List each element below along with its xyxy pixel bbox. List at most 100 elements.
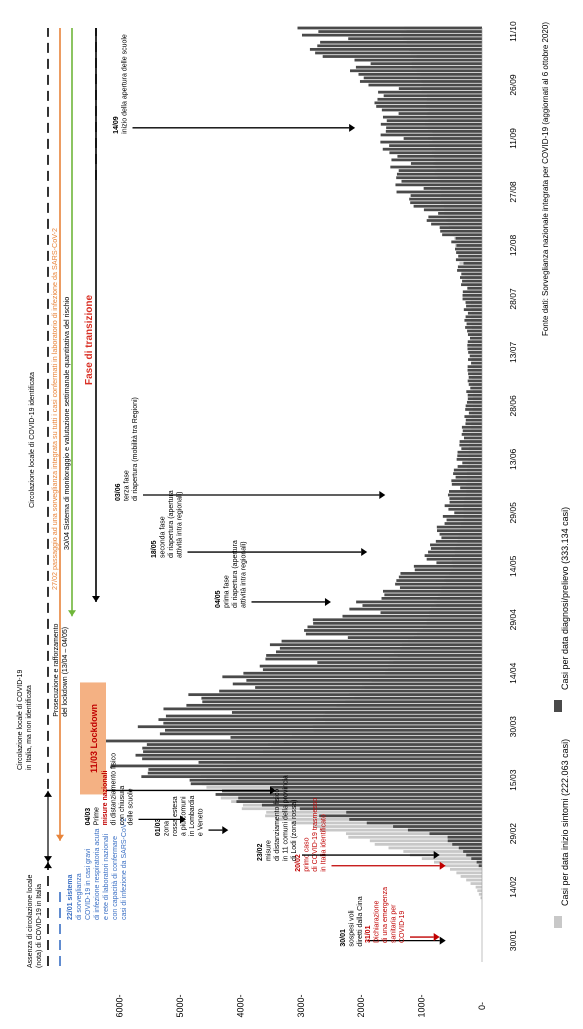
x-tick-label: 11/09 [508,128,518,149]
bar-diagnosis [449,497,482,500]
bar-diagnosis [435,539,482,543]
bar-diagnosis [441,536,482,540]
bar-diagnosis [467,397,482,401]
bar-diagnosis [459,443,482,447]
event-label: di una emergenza [382,887,389,943]
event-label: delle scuole [128,788,135,825]
bar-diagnosis [385,129,482,133]
bar-diagnosis [395,183,482,187]
bar-diagnosis [464,415,482,418]
x-tick-label: 12/08 [508,235,518,257]
legend-label-onset: Casi per data inizio sintomi (222.063 ca… [560,739,570,906]
bar-diagnosis [232,682,482,686]
bar-diagnosis [467,347,482,351]
event-label: 31/01 [365,925,372,943]
event-label: sanitaria per [391,904,398,943]
bar-diagnosis [466,322,482,326]
bar-diagnosis [158,718,483,721]
bar-diagnosis [219,689,483,693]
bar-onset [369,839,482,843]
bar-diagnosis [460,486,482,490]
event-label: terza fase [124,470,131,501]
bar-onset [477,889,482,893]
bar-diagnosis [468,358,482,361]
bar-diagnosis [409,197,482,201]
bar-diagnosis [436,561,482,565]
bar-diagnosis [455,475,482,479]
bar-diagnosis [141,775,482,779]
bar-diagnosis [378,90,482,94]
bar-diagnosis [198,760,482,764]
y-tick-label: 3000- [296,994,306,1017]
bar-diagnosis [447,835,482,839]
bar-diagnosis [165,714,483,718]
bar-diagnosis [439,226,482,230]
surveillance-label: con capacità di confermare [112,836,119,920]
bar-diagnosis [449,490,482,493]
event-label: 03/06 [115,483,122,501]
bar-diagnosis [426,219,482,222]
bar-diagnosis [396,176,482,180]
circulation-arrowhead [44,856,52,863]
bar-diagnosis [147,771,482,775]
bar-diagnosis [478,864,482,868]
bar-diagnosis [383,94,482,98]
bar-diagnosis [463,261,482,265]
y-tick-label: 6000- [115,994,125,1017]
legend-label-diagnosis: Casi per data diagnosi/prelievo (333.134… [560,507,570,690]
bar-diagnosis [313,621,482,625]
event-label: rossa estesa [172,796,179,836]
bar-diagnosis [382,589,482,593]
bar-diagnosis [380,140,482,144]
bar-diagnosis [454,511,482,515]
event-label: diretti dalla Cina [357,896,364,946]
event-arrowhead [324,597,331,606]
bar-diagnosis [451,479,482,483]
bar-diagnosis [215,793,482,796]
bar-diagnosis [476,860,482,864]
bar-diagnosis [457,269,482,272]
bar-diagnosis [104,739,483,743]
event-label: Prime [94,807,101,825]
bar-diagnosis [231,711,482,714]
bar-diagnosis [451,482,482,486]
bar-diagnosis [447,839,482,843]
bar-diagnosis [348,37,482,41]
x-tick-label: 15/03 [508,769,518,791]
bar-diagnosis [262,668,482,672]
bar-diagnosis [398,169,482,172]
bar-diagnosis [431,222,482,226]
bar-diagnosis [349,818,482,821]
event-label: 01/03 [155,818,162,836]
bar-diagnosis [464,318,482,322]
transition-arrowhead [92,595,100,602]
event-arrowhead [379,491,386,499]
bar-diagnosis [423,187,482,190]
bar-diagnosis [467,311,482,315]
bar-diagnosis [458,254,482,258]
circulation-label: in Italia, ma non identificata [26,685,33,770]
bar-diagnosis [301,33,482,37]
bar-diagnosis [430,547,482,550]
legend-swatch-diagnosis [554,700,562,712]
surveillance-label: 22/01 sistema [67,874,74,920]
bar-diagnosis [467,286,482,290]
x-tick-label: 14/02 [508,876,518,898]
bar-onset [421,857,482,861]
bar-diagnosis [470,386,482,390]
bar-diagnosis [463,308,482,312]
bar-diagnosis [279,646,482,650]
bar-diagnosis [355,65,482,69]
bar-onset [470,882,482,885]
bar-diagnosis [438,211,482,215]
bar-diagnosis [386,119,482,123]
bar-diagnosis [148,768,482,771]
bar-diagnosis [374,101,482,105]
event-label: COVID-19 [399,911,406,943]
bar-diagnosis [390,165,482,169]
bar-diagnosis [281,639,482,643]
bar-diagnosis [380,122,482,126]
bar-diagnosis [189,778,482,782]
bar-diagnosis [461,425,482,429]
bar-diagnosis [428,215,482,219]
